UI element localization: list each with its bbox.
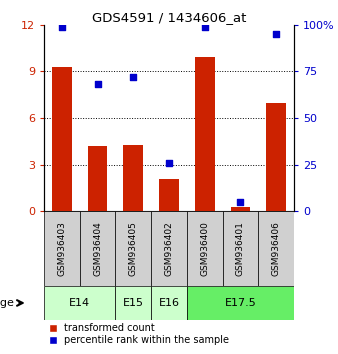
Bar <box>44 211 80 286</box>
Bar <box>123 144 143 211</box>
Text: GSM936401: GSM936401 <box>236 221 245 276</box>
Text: GSM936405: GSM936405 <box>129 221 138 276</box>
Bar <box>195 57 215 211</box>
Bar <box>80 211 115 286</box>
Bar <box>159 179 179 211</box>
Point <box>202 24 208 29</box>
Bar <box>187 211 223 286</box>
Point <box>95 82 100 87</box>
Text: GSM936402: GSM936402 <box>165 221 173 276</box>
Point <box>238 199 243 205</box>
Text: GSM936403: GSM936403 <box>57 221 66 276</box>
Bar <box>187 286 294 320</box>
Bar <box>44 286 115 320</box>
Title: GDS4591 / 1434606_at: GDS4591 / 1434606_at <box>92 11 246 24</box>
Bar <box>258 211 294 286</box>
Bar <box>52 67 72 211</box>
Bar <box>151 286 187 320</box>
Bar <box>115 286 151 320</box>
Bar <box>151 211 187 286</box>
Bar <box>266 103 286 211</box>
Bar <box>231 207 250 211</box>
Text: age: age <box>0 298 14 308</box>
Point <box>59 24 65 29</box>
Text: GSM936404: GSM936404 <box>93 221 102 276</box>
Legend: transformed count, percentile rank within the sample: transformed count, percentile rank withi… <box>49 323 230 345</box>
Bar <box>88 146 107 211</box>
Text: E14: E14 <box>69 298 90 308</box>
Text: GSM936400: GSM936400 <box>200 221 209 276</box>
Point <box>130 74 136 80</box>
Bar <box>115 211 151 286</box>
Bar <box>223 211 258 286</box>
Text: E17.5: E17.5 <box>224 298 256 308</box>
Text: GSM936406: GSM936406 <box>272 221 281 276</box>
Text: E15: E15 <box>123 298 144 308</box>
Point <box>166 160 172 166</box>
Point <box>273 31 279 37</box>
Text: E16: E16 <box>159 298 179 308</box>
